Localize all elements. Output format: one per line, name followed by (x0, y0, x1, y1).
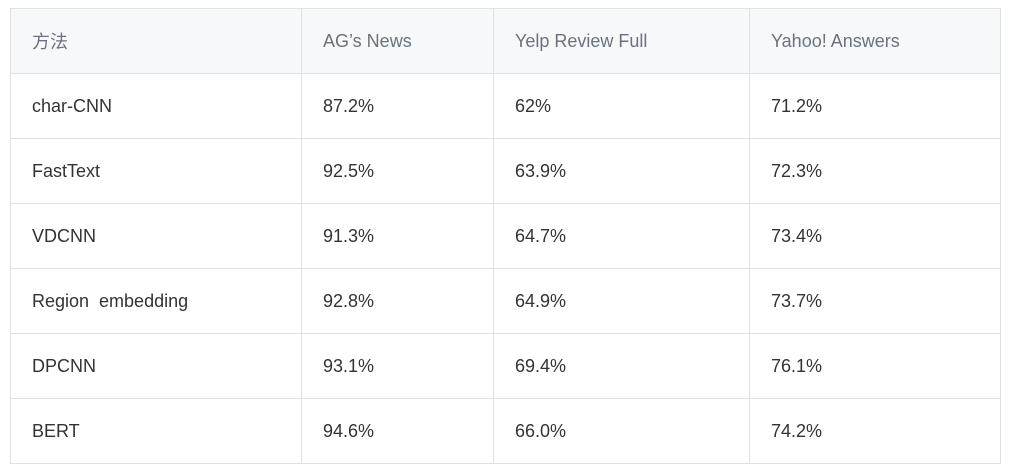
results-table: 方法 AG’s News Yelp Review Full Yahoo! Ans… (10, 8, 1001, 464)
table-row: BERT 94.6% 66.0% 74.2% (10, 398, 1001, 464)
cell-yahoo-answers: 71.2% (749, 73, 1001, 139)
cell-method: BERT (10, 398, 302, 464)
cell-ag-news: 92.5% (301, 138, 494, 204)
cell-method: DPCNN (10, 333, 302, 399)
cell-yahoo-answers: 73.7% (749, 268, 1001, 334)
cell-yahoo-answers: 74.2% (749, 398, 1001, 464)
header-yelp-review-full: Yelp Review Full (493, 8, 750, 74)
cell-method: Region embedding (10, 268, 302, 334)
table-row: Region embedding 92.8% 64.9% 73.7% (10, 268, 1001, 334)
cell-yelp-review-full: 64.7% (493, 203, 750, 269)
table-body: char-CNN 87.2% 62% 71.2% FastText 92.5% … (10, 73, 1001, 464)
cell-method: VDCNN (10, 203, 302, 269)
cell-ag-news: 91.3% (301, 203, 494, 269)
cell-yelp-review-full: 66.0% (493, 398, 750, 464)
header-method: 方法 (10, 8, 302, 74)
header-yahoo-answers: Yahoo! Answers (749, 8, 1001, 74)
cell-yelp-review-full: 69.4% (493, 333, 750, 399)
results-table-container: 方法 AG’s News Yelp Review Full Yahoo! Ans… (10, 8, 1001, 464)
cell-yelp-review-full: 63.9% (493, 138, 750, 204)
cell-ag-news: 92.8% (301, 268, 494, 334)
table-row: VDCNN 91.3% 64.7% 73.4% (10, 203, 1001, 269)
header-row: 方法 AG’s News Yelp Review Full Yahoo! Ans… (10, 8, 1001, 74)
cell-ag-news: 87.2% (301, 73, 494, 139)
table-row: DPCNN 93.1% 69.4% 76.1% (10, 333, 1001, 399)
cell-method: FastText (10, 138, 302, 204)
cell-yelp-review-full: 62% (493, 73, 750, 139)
cell-ag-news: 94.6% (301, 398, 494, 464)
cell-ag-news: 93.1% (301, 333, 494, 399)
cell-yahoo-answers: 72.3% (749, 138, 1001, 204)
cell-yahoo-answers: 76.1% (749, 333, 1001, 399)
table-header: 方法 AG’s News Yelp Review Full Yahoo! Ans… (10, 8, 1001, 74)
cell-yelp-review-full: 64.9% (493, 268, 750, 334)
cell-method: char-CNN (10, 73, 302, 139)
header-ag-news: AG’s News (301, 8, 494, 74)
cell-yahoo-answers: 73.4% (749, 203, 1001, 269)
table-row: FastText 92.5% 63.9% 72.3% (10, 138, 1001, 204)
table-row: char-CNN 87.2% 62% 71.2% (10, 73, 1001, 139)
